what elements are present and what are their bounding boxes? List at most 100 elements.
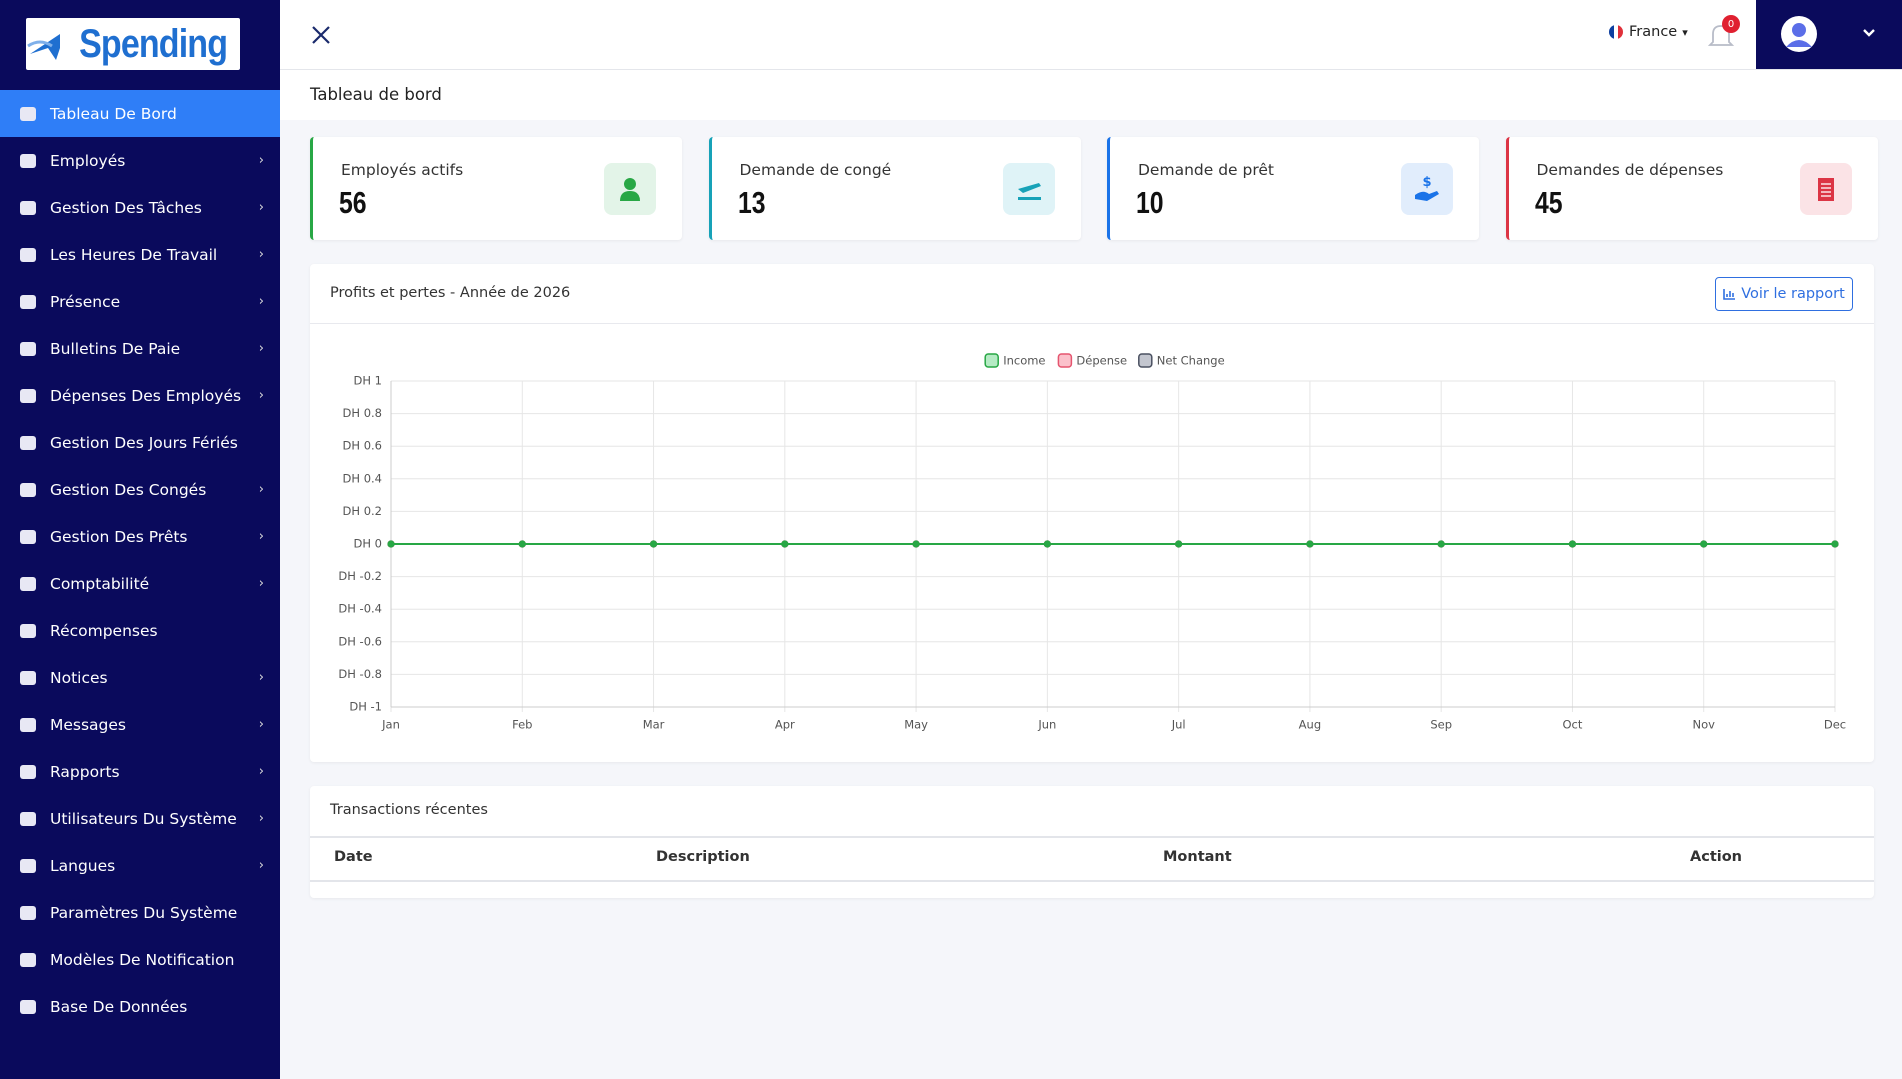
nav-item[interactable]: Tableau De Bord [0, 90, 280, 137]
nav-item[interactable]: Bulletins De Paie › [0, 325, 280, 372]
series-point [518, 540, 526, 548]
nav-item[interactable]: Gestion Des Prêts › [0, 513, 280, 560]
nav-label: Récompenses [50, 621, 158, 640]
title-bar: Tableau de bord [280, 70, 1902, 120]
nav-label: Dépenses Des Employés [50, 386, 242, 405]
x-tick-label: Jun [1037, 718, 1056, 732]
stat-label: Demande de prêt [1138, 161, 1274, 179]
close-button[interactable] [310, 24, 332, 46]
nav-icon [20, 247, 36, 262]
logo-text: Spending [78, 21, 228, 66]
stat-icon-glyph [1017, 183, 1041, 200]
series-point [912, 540, 920, 548]
nav-caret: › [258, 529, 264, 544]
table-header: Date Description Montant Action [310, 836, 1874, 882]
nav-caret: › [258, 858, 264, 873]
chart: DH 1 DH 0.8 DH 0.6 DH 0.4 DH 0.2 DH 0 DH -0.2 D… [338, 353, 1846, 732]
legend-label: Income [1003, 354, 1045, 368]
nav-item[interactable]: Langues › [0, 842, 280, 889]
notification-bell[interactable] [1708, 20, 1734, 50]
nav-item[interactable]: Utilisateurs Du Système › [0, 795, 280, 842]
y-tick-label: DH 0 [354, 537, 382, 551]
column-header: Date [334, 849, 373, 865]
nav-caret: › [258, 717, 264, 732]
nav-caret: › [258, 200, 264, 215]
nav-item[interactable]: Notices › [0, 654, 280, 701]
caret: ▾ [1682, 25, 1688, 39]
nav-item[interactable]: Récompenses [0, 607, 280, 654]
nav-item[interactable]: Gestion Des Jours Fériés [0, 419, 280, 466]
nav-label: Présence [50, 292, 121, 311]
legend-swatch [1138, 353, 1153, 368]
nav-caret: › [258, 811, 264, 826]
sidebar: Spending Tableau De Bord Employés › Gestion… [0, 0, 280, 1079]
x-tick-label: Apr [775, 718, 795, 732]
nav-label: Tableau De Bord [50, 104, 177, 123]
series-point [1568, 540, 1577, 548]
nav-icon [20, 529, 36, 544]
stat-label: Demande de congé [739, 161, 892, 179]
user-menu[interactable] [1756, 0, 1902, 69]
y-tick-label: DH 0.2 [343, 504, 382, 518]
y-tick-label: DH 0.4 [343, 471, 382, 485]
nav-label: Gestion Des Jours Fériés [50, 433, 238, 452]
x-tick-label: Mar [643, 718, 665, 732]
nav-item[interactable]: Gestion Des Tâches › [0, 184, 280, 231]
logo[interactable]: Spending [26, 18, 240, 70]
nav-caret: › [258, 294, 264, 309]
nav-item[interactable]: Paramètres Du Système [0, 889, 280, 936]
y-tick-label: DH 1 [354, 374, 382, 388]
column-header: Description [656, 849, 750, 865]
stat-label: Demandes de dépenses [1536, 161, 1724, 179]
series-point [1831, 540, 1839, 548]
nav-icon [20, 294, 36, 309]
stat-icon: $ [1401, 163, 1453, 215]
nav-label: Langues [50, 856, 116, 875]
column-header: Action [1690, 849, 1743, 865]
nav-icon [20, 999, 36, 1014]
series-point [1043, 540, 1051, 548]
page-title: Tableau de bord [310, 85, 442, 104]
stat-card: Employés actifs 56 [310, 137, 682, 240]
legend-label: Dépense [1076, 354, 1127, 368]
nav-item[interactable]: Comptabilité › [0, 560, 280, 607]
nav-icon [20, 153, 36, 168]
nav-item[interactable]: Présence › [0, 278, 280, 325]
y-tick-label: DH 0.6 [343, 439, 382, 453]
nav-item[interactable]: Dépenses Des Employés › [0, 372, 280, 419]
report-button[interactable]: Voir le rapport [1715, 277, 1853, 311]
nav-label: Gestion Des Prêts [50, 527, 188, 546]
nav-label: Comptabilité [50, 574, 150, 593]
nav-icon [20, 435, 36, 450]
series-point [649, 540, 658, 548]
nav-label: Employés [50, 151, 126, 170]
nav-item[interactable]: Employés › [0, 137, 280, 184]
legend-swatch [984, 353, 999, 368]
nav-item[interactable]: Messages › [0, 701, 280, 748]
nav-caret: › [258, 576, 264, 591]
nav-item[interactable]: Modèles De Notification [0, 936, 280, 983]
nav-icon [20, 811, 36, 826]
series-point [1306, 540, 1314, 548]
stat-card: Demande de prêt 10 $ [1107, 137, 1479, 240]
report-icon [1723, 289, 1736, 300]
x-tick-label: Sep [1430, 718, 1452, 732]
nav-caret: › [258, 153, 264, 168]
x-tick-label: Nov [1693, 718, 1716, 732]
y-tick-label: DH 0.8 [343, 406, 382, 420]
nav-label: Les Heures De Travail [50, 245, 218, 264]
nav-item[interactable]: Rapports › [0, 748, 280, 795]
nav-item[interactable]: Base De Données [0, 983, 280, 1030]
x-tick-label: Jan [381, 718, 400, 732]
nav-item[interactable]: Les Heures De Travail › [0, 231, 280, 278]
series-point [1437, 540, 1445, 548]
nav-item[interactable]: Gestion Des Congés › [0, 466, 280, 513]
language-selector[interactable]: France ▾ [1608, 24, 1688, 40]
stat-icon [1002, 163, 1055, 215]
stat-value: 45 [1534, 185, 1563, 220]
stat-icon-glyph: $ [1415, 175, 1439, 201]
avatar [1781, 16, 1817, 52]
nav-caret: › [258, 764, 264, 779]
